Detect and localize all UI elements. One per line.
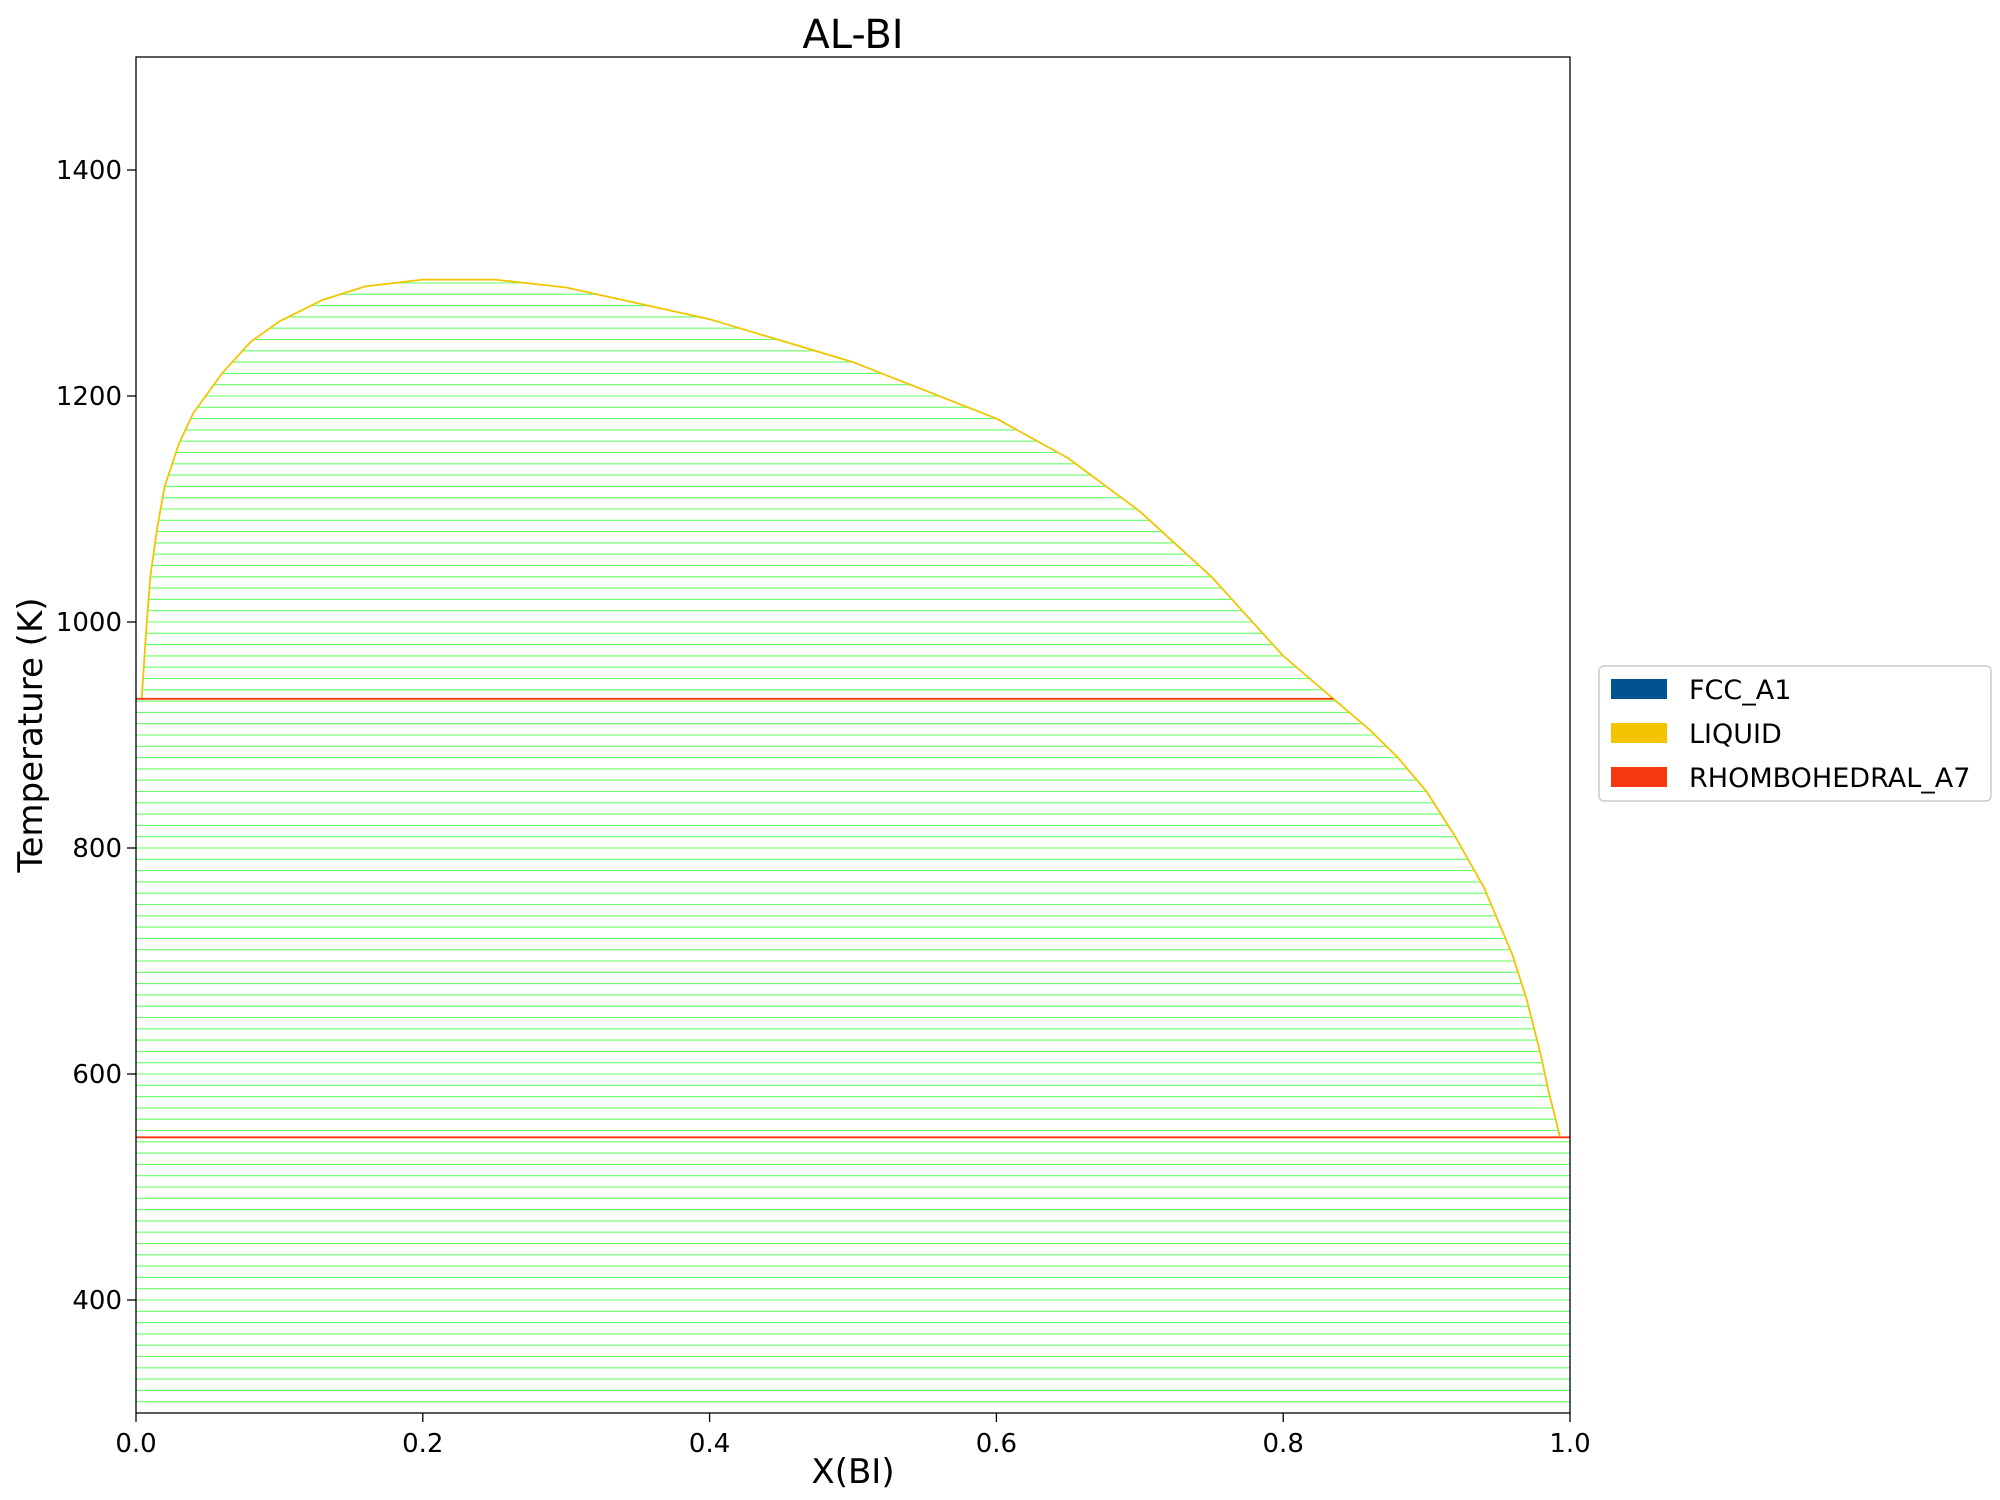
legend-label-liquid: LIQUID	[1689, 719, 1782, 750]
legend: FCC_A1 LIQUID RHOMBOHEDRAL_A7	[1598, 665, 1992, 802]
y-tick-label: 600	[72, 1060, 122, 1090]
x-tick-label: 0.6	[976, 1429, 1017, 1459]
x-tick-label: 0.0	[115, 1429, 156, 1459]
legend-label-rhombohedral-a7: RHOMBOHEDRAL_A7	[1689, 763, 1970, 794]
y-tick-label: 1200	[56, 382, 122, 412]
legend-swatch-fcc-a1	[1611, 679, 1667, 699]
legend-frame	[1598, 665, 1992, 802]
legend-swatch-rhombohedral-a7	[1611, 767, 1667, 787]
y-axis: 400 600 800 1000 1200 1400	[56, 156, 136, 1316]
phase-boundaries	[136, 278, 1570, 1139]
legend-label-fcc-a1: FCC_A1	[1689, 675, 1791, 706]
x-tick-label: 0.4	[689, 1429, 730, 1459]
legend-swatch-liquid	[1611, 723, 1667, 743]
x-tick-label: 0.2	[402, 1429, 443, 1459]
x-axis: 0.0 0.2 0.4 0.6 0.8 1.0	[115, 1413, 1591, 1459]
series-line-liquid	[140, 278, 1334, 700]
y-tick-label: 1400	[56, 156, 122, 186]
plot-frame	[135, 56, 1571, 1414]
y-tick-label: 400	[72, 1286, 122, 1316]
x-tick-label: 1.0	[1549, 1429, 1590, 1459]
tie-lines	[136, 282, 1570, 1403]
x-tick-label: 0.8	[1263, 1429, 1304, 1459]
series-line-liquid	[1332, 698, 1561, 1138]
y-axis-title: Temperature (K)	[11, 597, 51, 873]
x-axis-title: X(BI)	[811, 1452, 894, 1492]
chart-title: AL-BI	[802, 12, 903, 58]
y-tick-label: 1000	[56, 608, 122, 638]
y-tick-label: 800	[72, 834, 122, 864]
